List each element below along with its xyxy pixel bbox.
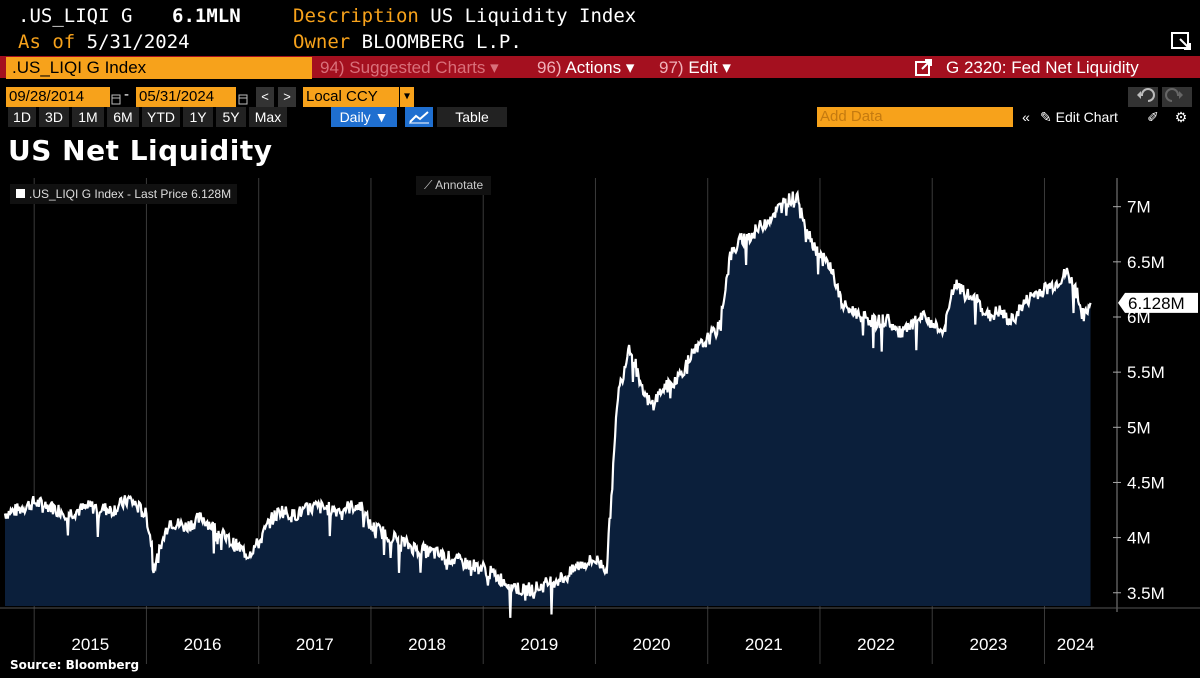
annotate-button[interactable]: ⟋ Annotate [416, 176, 492, 195]
annotate-icon: ⟋ [424, 178, 433, 192]
period-1d-button[interactable]: 1D [8, 107, 36, 127]
x-tick-label: 2015 [71, 635, 109, 654]
period-6m-button[interactable]: 6M [107, 107, 139, 127]
owner: Owner BLOOMBERG L.P. [293, 31, 522, 53]
last-value-badge [1118, 292, 1198, 313]
y-tick-label: 5M [1127, 418, 1151, 437]
y-tick-label: 4M [1127, 529, 1151, 548]
calendar-icon[interactable] [111, 90, 121, 109]
ticker-value: 6.1MLN [172, 5, 241, 27]
y-tick-label: 7M [1127, 198, 1151, 217]
pencil-icon: ✎ [1040, 109, 1052, 125]
suggested-charts-menu[interactable]: 94) Suggested Charts ▾ [320, 58, 499, 77]
table-button[interactable]: Table [437, 107, 507, 127]
period-3d-button[interactable]: 3D [39, 107, 69, 127]
start-date-input[interactable]: 09/28/2014 [6, 87, 110, 107]
x-tick-label: 2019 [520, 635, 558, 654]
period-1y-button[interactable]: 1Y [183, 107, 213, 127]
legend-swatch [16, 189, 25, 198]
edit-chart-button[interactable]: ✎ Edit Chart [1040, 107, 1138, 127]
popout-icon[interactable] [1170, 30, 1194, 52]
actions-menu[interactable]: 96) Actions ▾ [537, 58, 635, 77]
period-5y-button[interactable]: 5Y [216, 107, 246, 127]
security-field[interactable]: .US_LIQI G Index [6, 57, 312, 79]
undo-icon[interactable] [1128, 87, 1158, 107]
period-ytd-button[interactable]: YTD [142, 107, 180, 127]
next-period-button[interactable]: > [278, 87, 296, 107]
chart-name: G 2320: Fed Net Liquidity [946, 58, 1139, 77]
y-tick-label: 4.5M [1127, 473, 1165, 492]
add-data-input[interactable]: Add Data [817, 107, 1013, 127]
collapse-icon[interactable]: « [1016, 107, 1036, 127]
period-1m-button[interactable]: 1M [72, 107, 104, 127]
chart-title: US Net Liquidity [8, 134, 273, 167]
x-tick-label: 2018 [408, 635, 446, 654]
series-line [3, 189, 1092, 618]
description: Description US Liquidity Index [293, 5, 637, 27]
end-date-input[interactable]: 05/31/2024 [136, 87, 236, 107]
currency-dropdown-icon[interactable]: ▼ [400, 87, 414, 107]
x-tick-label: 2016 [184, 635, 222, 654]
series-area [5, 191, 1091, 618]
y-tick-label: 3.5M [1127, 584, 1165, 603]
y-tick-label: 6.5M [1127, 253, 1165, 272]
x-tick-label: 2020 [633, 635, 671, 654]
date-separator: - [124, 86, 129, 103]
calendar-icon[interactable] [238, 90, 248, 109]
x-tick-label: 2024 [1057, 635, 1095, 654]
period-max-button[interactable]: Max [249, 107, 287, 127]
line-chart-icon[interactable] [405, 107, 433, 127]
x-tick-label: 2017 [296, 635, 334, 654]
edit-menu[interactable]: 97) Edit ▾ [659, 58, 731, 77]
gear-icon[interactable]: ⚙ [1170, 107, 1192, 127]
x-tick-label: 2023 [969, 635, 1007, 654]
x-tick-label: 2022 [857, 635, 895, 654]
source-note: Source: Bloomberg [10, 658, 140, 672]
prev-period-button[interactable]: < [256, 87, 274, 107]
x-tick-label: 2021 [745, 635, 783, 654]
currency-select[interactable]: Local CCY [303, 87, 399, 107]
edit-settings-icon[interactable]: ✐ [1142, 107, 1164, 127]
redo-icon[interactable] [1162, 87, 1192, 107]
frequency-select[interactable]: Daily ▼ [331, 107, 397, 127]
last-value-label: 6.128M [1118, 292, 1198, 313]
last-value-text: 6.128M [1128, 294, 1185, 313]
legend: .US_LIQI G Index - Last Price 6.128M [10, 184, 238, 204]
y-tick-label: 5.5M [1127, 363, 1165, 382]
external-link-icon[interactable] [913, 58, 935, 78]
ticker-label: .US_LIQI G [18, 5, 133, 27]
as-of: As of 5/31/2024 [18, 31, 190, 53]
